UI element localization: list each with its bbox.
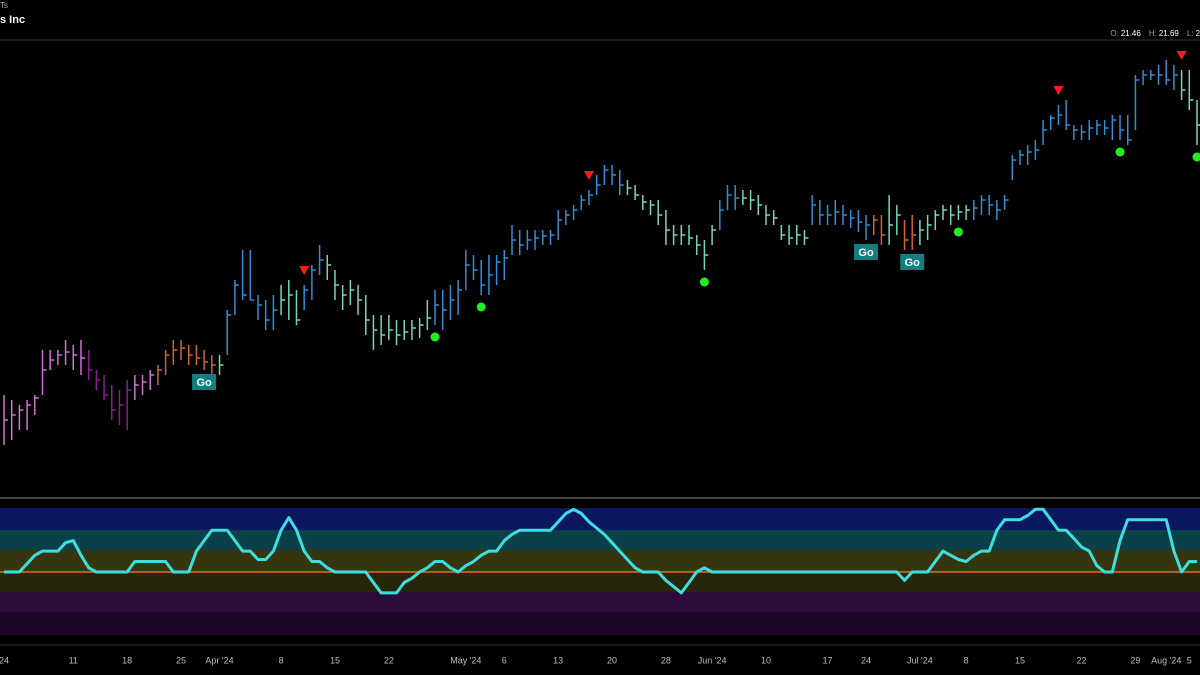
x-tick-label: 15 bbox=[1015, 655, 1025, 665]
osc-band bbox=[0, 508, 1200, 530]
ticker: Ts bbox=[0, 1, 8, 10]
go-label: Go bbox=[196, 377, 212, 389]
x-tick-label: 25 bbox=[176, 655, 186, 665]
x-tick-label: 18 bbox=[122, 655, 132, 665]
down-arrow bbox=[1053, 86, 1064, 95]
oscillator-line bbox=[4, 507, 1197, 595]
signal-dot bbox=[1192, 152, 1200, 162]
x-tick-label: 20 bbox=[607, 655, 617, 665]
go-signal bbox=[900, 254, 925, 270]
down-arrow bbox=[299, 266, 310, 275]
osc-band bbox=[0, 612, 1200, 635]
ohlc-label: O: bbox=[1110, 29, 1118, 38]
go-label: Go bbox=[858, 247, 874, 259]
x-tick-label: 8 bbox=[279, 655, 284, 665]
x-tick-label: 24 bbox=[861, 655, 871, 665]
go-label: Go bbox=[905, 257, 921, 269]
x-tick-label: Jun '24 bbox=[698, 655, 727, 665]
ohlc-label: H: bbox=[1149, 29, 1157, 38]
osc-band bbox=[0, 592, 1200, 612]
signal-dot bbox=[699, 277, 709, 287]
x-tick-label: Apr '24 bbox=[205, 655, 233, 665]
down-arrow bbox=[1176, 51, 1187, 60]
osc-band bbox=[0, 572, 1200, 592]
x-tick-label: 6 bbox=[502, 655, 507, 665]
x-tick-label: 10 bbox=[761, 655, 771, 665]
go-signal bbox=[192, 374, 217, 390]
x-tick-label: 8 bbox=[964, 655, 969, 665]
signal-dot bbox=[953, 227, 963, 237]
ohlc-value: 2 bbox=[1196, 29, 1200, 38]
x-tick-label: 11 bbox=[69, 655, 78, 665]
x-tick-label: 17 bbox=[823, 655, 833, 665]
x-tick-label: Jul '24 bbox=[907, 655, 933, 665]
x-tick-label: 28 bbox=[661, 655, 671, 665]
x-tick-label: 15 bbox=[330, 655, 340, 665]
x-tick-label: 22 bbox=[384, 655, 394, 665]
x-tick-label: 5 bbox=[1187, 655, 1192, 665]
ohlc-label: L: bbox=[1187, 29, 1194, 38]
osc-band bbox=[0, 530, 1200, 550]
title: s Inc bbox=[0, 14, 25, 26]
x-tick-label: 22 bbox=[1077, 655, 1087, 665]
x-tick-label: 24 bbox=[0, 655, 9, 665]
go-signal bbox=[854, 244, 879, 260]
down-arrow bbox=[583, 171, 594, 180]
x-tick-label: 13 bbox=[553, 655, 563, 665]
ohlc-value: 21.69 bbox=[1159, 29, 1180, 38]
ohlc-value: 21.46 bbox=[1121, 29, 1142, 38]
signal-dot bbox=[1115, 147, 1125, 157]
x-tick-label: 29 bbox=[1130, 655, 1140, 665]
signal-dot bbox=[430, 332, 440, 342]
x-tick-label: Aug '24 bbox=[1151, 655, 1181, 665]
x-tick-label: May '24 bbox=[450, 655, 481, 665]
ohlc-readout: 2L: 21.69H: 21.46O: bbox=[1110, 29, 1200, 38]
signal-dot bbox=[476, 302, 486, 312]
osc-band bbox=[0, 550, 1200, 572]
